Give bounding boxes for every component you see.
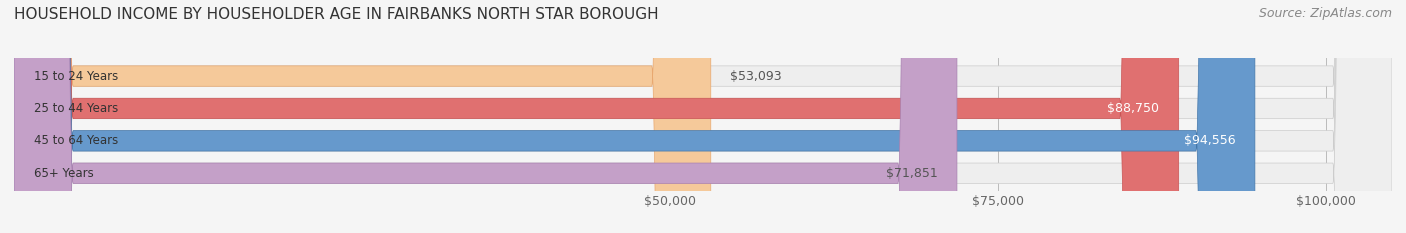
Text: 25 to 44 Years: 25 to 44 Years — [34, 102, 118, 115]
FancyBboxPatch shape — [14, 0, 1392, 233]
FancyBboxPatch shape — [14, 0, 711, 233]
FancyBboxPatch shape — [14, 0, 1392, 233]
FancyBboxPatch shape — [14, 0, 957, 233]
Text: 15 to 24 Years: 15 to 24 Years — [34, 70, 118, 82]
Text: $71,851: $71,851 — [886, 167, 938, 180]
FancyBboxPatch shape — [14, 0, 1392, 233]
Text: 65+ Years: 65+ Years — [34, 167, 93, 180]
Text: $53,093: $53,093 — [731, 70, 782, 82]
Text: Source: ZipAtlas.com: Source: ZipAtlas.com — [1258, 7, 1392, 20]
Text: HOUSEHOLD INCOME BY HOUSEHOLDER AGE IN FAIRBANKS NORTH STAR BOROUGH: HOUSEHOLD INCOME BY HOUSEHOLDER AGE IN F… — [14, 7, 658, 22]
FancyBboxPatch shape — [14, 0, 1392, 233]
Text: $88,750: $88,750 — [1107, 102, 1159, 115]
Text: 45 to 64 Years: 45 to 64 Years — [34, 134, 118, 147]
FancyBboxPatch shape — [14, 0, 1256, 233]
FancyBboxPatch shape — [14, 0, 1178, 233]
Text: $94,556: $94,556 — [1184, 134, 1236, 147]
